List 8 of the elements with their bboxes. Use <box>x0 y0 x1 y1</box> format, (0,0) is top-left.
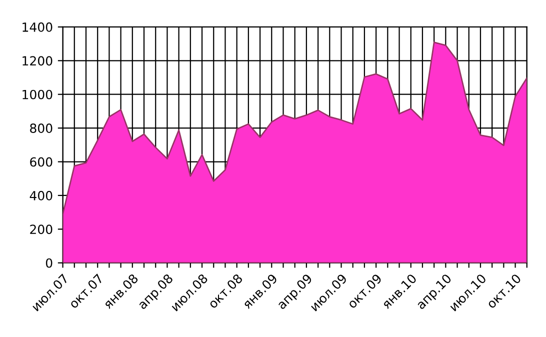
y-tick-label: 1000 <box>22 90 52 100</box>
y-tick-label: 1200 <box>22 56 52 66</box>
y-tick-label: 400 <box>30 190 52 200</box>
y-tick-label: 0 <box>46 258 52 268</box>
y-tick-label: 800 <box>30 124 52 133</box>
y-tick-label: 1400 <box>22 22 52 32</box>
y-tick-label: 200 <box>30 224 52 234</box>
y-tick-label: 600 <box>30 157 52 167</box>
